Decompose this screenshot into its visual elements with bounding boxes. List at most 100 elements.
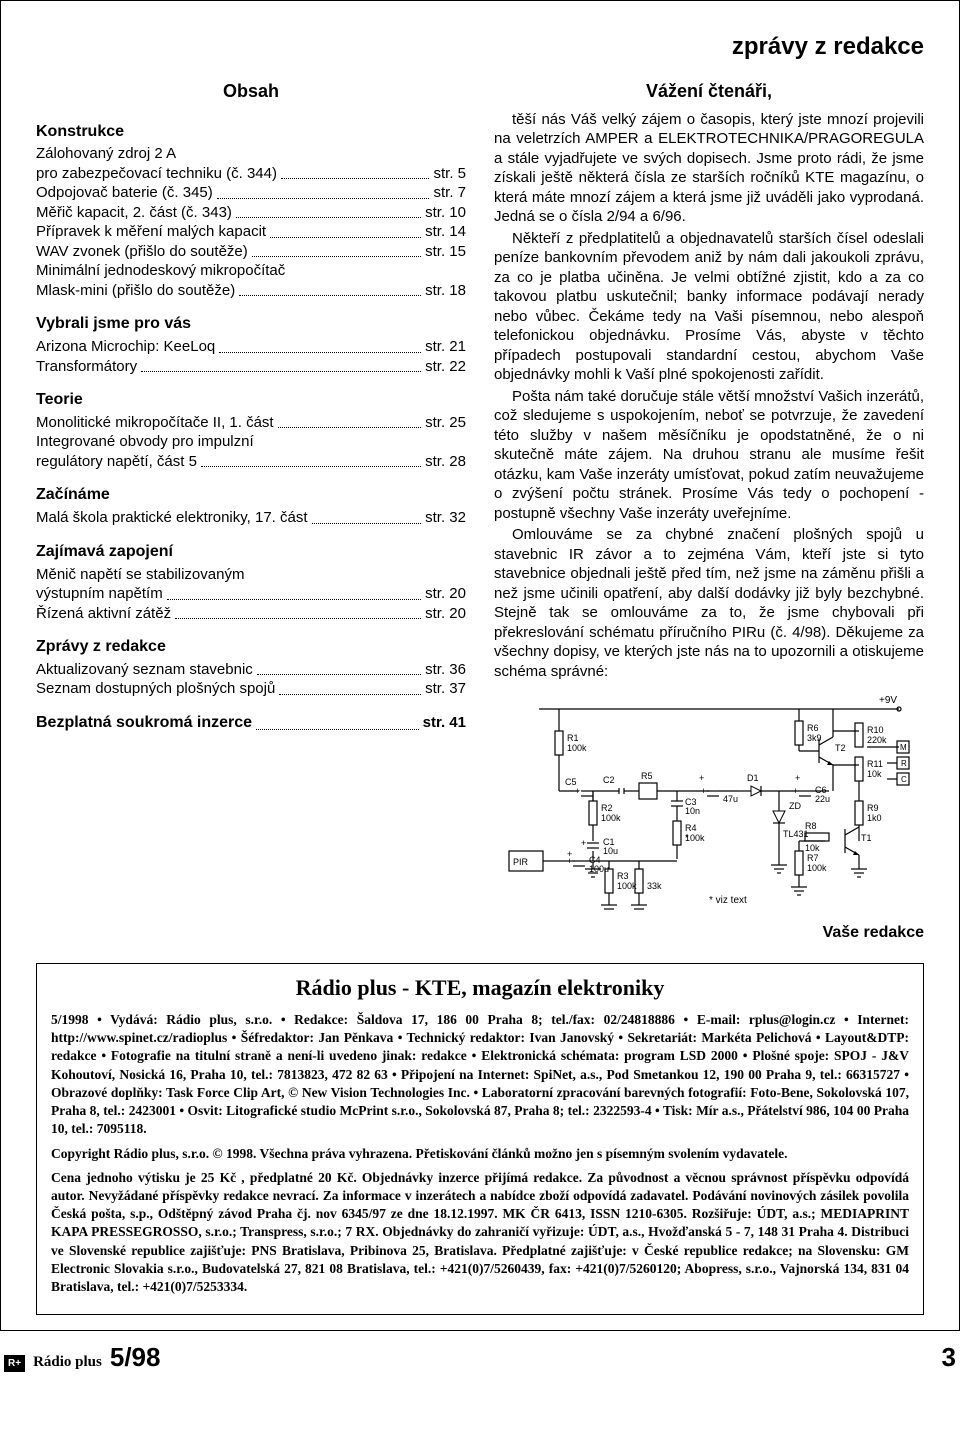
svg-text:100k: 100k [601,813,621,823]
svg-text:47u: 47u [723,794,738,804]
toc-line: WAV zvonek (přišlo do soutěže) str. 15 [36,242,466,262]
svg-text:R6: R6 [807,723,819,733]
toc-item-label: Přípravek k měření malých kapacit [36,222,266,242]
svg-text:10u: 10u [603,846,618,856]
toc-section-heading: Teorie [36,390,466,411]
toc-item-label: Zálohovaný zdroj 2 A [36,144,176,164]
toc-item-label: Aktualizovaný seznam stavebnic [36,660,253,680]
toc-container: KonstrukceZálohovaný zdroj 2 Apro zabezp… [36,122,466,734]
toc-item-label: regulátory napětí, část 5 [36,452,197,472]
editorial-title: Vážení čtenáři, [494,80,924,103]
svg-text:33k: 33k [647,881,662,891]
imprint-copyright: Copyright Rádio plus, s.r.o. © 1998. Vše… [51,1145,909,1163]
editorial-body: těší nás Váš velký zájem o časopis, kter… [494,110,924,682]
toc-page-ref: str. 18 [425,281,466,301]
svg-text:* viz text: * viz text [709,895,747,906]
toc-page-ref: str. 25 [425,413,466,433]
svg-text:D1: D1 [747,773,759,783]
imprint-main: 5/1998 • Vydává: Rádio plus, s.r.o. • Re… [51,1011,909,1139]
svg-text:R: R [901,759,907,768]
toc-line: regulátory napětí, část 5str. 28 [36,452,466,472]
toc-line: Malá škola praktické elektroniky, 17. čá… [36,508,466,528]
toc-page-ref: str. 10 [425,203,466,223]
svg-text:R8: R8 [805,821,817,831]
toc-page-ref: str. 15 [425,242,466,262]
svg-text:+: + [575,786,580,796]
editorial-paragraph: těší nás Váš velký zájem o časopis, kter… [494,110,924,227]
page-footer: R+ Rádio plus 5/98 3 [0,1341,960,1375]
imprint-pricing: Cena jednoho výtisku je 25 Kč , předplat… [51,1169,909,1297]
toc-item-label: Měnič napětí se stabilizovaným [36,565,244,585]
toc-section-heading: Začínáme [36,485,466,506]
toc-line: Přípravek k měření malých kapacit str. 14 [36,222,466,242]
svg-text:10k: 10k [867,769,882,779]
imprint-body: 5/1998 • Vydává: Rádio plus, s.r.o. • Re… [51,1011,909,1296]
svg-text:10k: 10k [805,843,820,853]
toc-item-label: Minimální jednodeskový mikropočítač [36,261,285,281]
toc-line: Monolitické mikropočítače II, 1. část str… [36,413,466,433]
toc-line: Integrované obvody pro impulzní [36,432,466,452]
toc-item-label: Malá škola praktické elektroniky, 17. čá… [36,508,308,528]
svg-text:+: + [567,849,572,859]
toc-section-heading: Vybrali jsme pro vás [36,314,466,335]
toc-page-ref: str. 37 [425,679,466,699]
svg-text:R11: R11 [867,759,883,769]
toc-line: Transformátorystr. 22 [36,357,466,377]
toc-item-label: Integrované obvody pro impulzní [36,432,254,452]
svg-text:R2: R2 [601,803,613,813]
svg-text:R3: R3 [617,871,629,881]
right-column: Vážení čtenáři, těší nás Váš velký zájem… [494,80,924,943]
svg-text:PIR: PIR [513,857,529,867]
toc-item-label: pro zabezpečovací techniku (č. 344) [36,164,277,184]
svg-text:C2: C2 [603,775,615,785]
svg-text:+: + [699,773,704,783]
toc-page-ref: str. 14 [425,222,466,242]
svg-text:100k: 100k [567,743,587,753]
toc-page-ref: str. 20 [425,604,466,624]
toc-item-label: Monolitické mikropočítače II, 1. část [36,413,274,433]
footer-left: R+ Rádio plus 5/98 [4,1341,160,1375]
svg-text:ZD: ZD [789,801,801,811]
toc-section-heading: Zprávy z redakce [36,637,466,658]
toc-line: Odpojovač baterie (č. 345)str. 7 [36,183,466,203]
toc-section-heading: Konstrukce [36,122,466,143]
toc-item-label: výstupním napětím [36,584,163,604]
schematic-diagram: +9VPIRR1100kC5+R2100k+C110uC2R5C310nR410… [494,691,924,917]
imprint-box: Rádio plus - KTE, magazín elektroniky 5/… [36,963,924,1315]
toc-line: Zálohovaný zdroj 2 A [36,144,466,164]
svg-text:R5: R5 [641,771,653,781]
svg-text:R1: R1 [567,733,579,743]
editorial-paragraph: Omlouváme se za chybné značení plošných … [494,525,924,681]
toc-item-label: Mlask-mini (přišlo do soutěže) [36,281,235,301]
toc-item-label: Řízená aktivní zátěž [36,604,171,624]
toc-item-label: Arizona Microchip: KeeLoq [36,337,215,357]
rubric-title: zprávy z redakce [36,31,924,62]
svg-text:+: + [701,786,706,796]
toc-line: Minimální jednodeskový mikropočítač [36,261,466,281]
toc-page-ref: str. 22 [425,357,466,377]
toc-item-label: Měřič kapacit, 2. část (č. 343) [36,203,232,223]
svg-text:22u: 22u [815,794,830,804]
svg-text:100k: 100k [807,863,827,873]
toc-line: výstupním napětím str. 20 [36,584,466,604]
toc-line: Měřič kapacit, 2. část (č. 343) str. 10 [36,203,466,223]
editorial-signature: Vaše redakce [494,923,924,944]
toc-page-ref: str. 20 [425,584,466,604]
toc-line: Měnič napětí se stabilizovaným [36,565,466,585]
toc-item-label: Seznam dostupných plošných spojů [36,679,275,699]
toc-section-heading: Bezplatná soukromá inzerce [36,713,252,734]
editorial-paragraph: Pošta nám také doručuje stále větší množ… [494,387,924,524]
footer-page-number: 3 [942,1341,956,1375]
svg-text:+: + [793,786,798,796]
svg-text:T1: T1 [861,833,872,843]
toc-title: Obsah [36,80,466,103]
svg-text:1k0: 1k0 [867,813,882,823]
toc-page-ref: str. 41 [423,713,466,734]
footer-issue: 5/98 [110,1341,161,1375]
toc-line: Seznam dostupných plošných spojů str. 37 [36,679,466,699]
toc-section-heading: Zajímavá zapojení [36,542,466,563]
svg-text:*: * [685,833,689,843]
toc-line: Aktualizovaný seznam stavebnicstr. 36 [36,660,466,680]
toc-item-label: WAV zvonek (přišlo do soutěže) [36,242,248,262]
svg-text:R4: R4 [685,823,697,833]
